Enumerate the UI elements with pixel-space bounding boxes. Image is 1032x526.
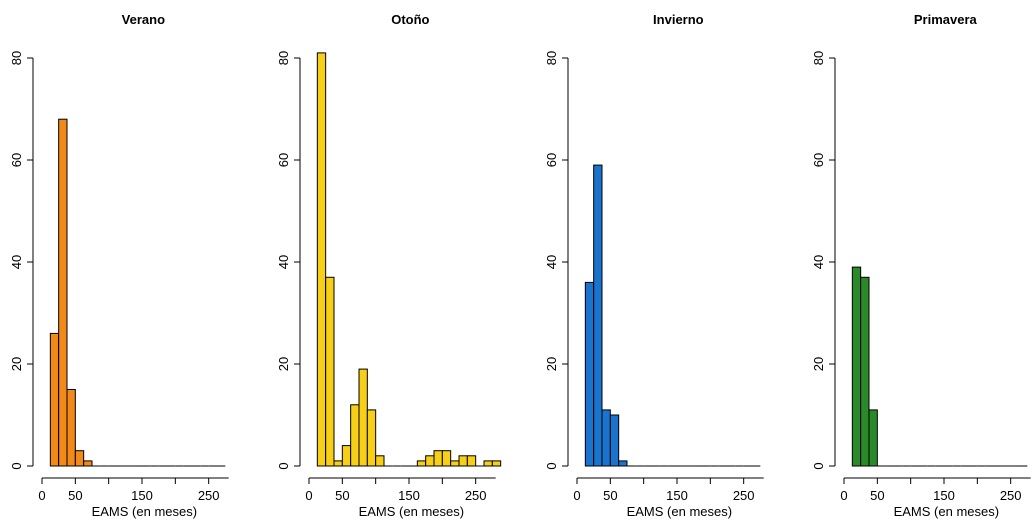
histogram-bar [316, 52, 327, 467]
y-tick-label: 0 [276, 462, 291, 469]
x-tick-label: 250 [733, 488, 755, 503]
histogram-bar [851, 266, 862, 467]
histogram-bar [358, 368, 368, 467]
histogram-bar [425, 455, 435, 467]
x-tick-label: 50 [335, 488, 349, 503]
histogram-bar [416, 460, 427, 467]
histogram-bar [609, 414, 620, 467]
x-tick-label: 150 [398, 488, 420, 503]
panel-title: Primavera [914, 12, 978, 27]
histogram-bar [483, 460, 493, 467]
x-tick-label: 50 [603, 488, 617, 503]
y-tick-label: 40 [811, 255, 826, 269]
panel-title: Otoño [391, 12, 429, 27]
y-tick-label: 20 [544, 357, 559, 371]
y-tick-label: 0 [9, 462, 24, 469]
y-tick-label: 80 [9, 51, 24, 65]
x-axis-label: EAMS (en meses) [359, 504, 464, 519]
histogram-bar [375, 455, 385, 467]
x-tick-label: 50 [68, 488, 82, 503]
histogram-bar [341, 445, 352, 467]
y-tick-label: 40 [544, 255, 559, 269]
histogram-bar [66, 389, 76, 467]
y-tick-label: 20 [276, 357, 291, 371]
x-tick-label: 0 [840, 488, 847, 503]
y-tick-label: 80 [544, 51, 559, 65]
histogram-bar [58, 118, 68, 467]
y-tick-label: 60 [811, 153, 826, 167]
histogram-bar [466, 455, 477, 467]
y-tick-label: 80 [811, 51, 826, 65]
y-tick-label: 20 [9, 357, 24, 371]
histogram-bar [458, 455, 468, 467]
histogram-bar [584, 281, 595, 467]
x-tick-label: 150 [131, 488, 153, 503]
y-tick-label: 40 [276, 255, 291, 269]
y-tick-label: 0 [811, 462, 826, 469]
y-tick-label: 0 [544, 462, 559, 469]
x-axis-label: EAMS (en meses) [627, 504, 732, 519]
histogram-bar [433, 450, 443, 467]
histogram-bar [441, 450, 452, 467]
panel-otono: Otoño EAMS (en meses) 0 50 150 250 0 20 40 60 80 [276, 12, 502, 519]
panel-invierno: Invierno EAMS (en meses) 0 50 150 250 0 20 40 6… [544, 12, 764, 519]
y-tick-label: 60 [276, 153, 291, 167]
histogram-bar [618, 460, 628, 467]
histogram-bar [450, 460, 460, 467]
x-tick-label: 0 [305, 488, 312, 503]
panel-title: Verano [122, 12, 165, 27]
x-tick-label: 250 [465, 488, 487, 503]
histogram-bar [325, 276, 335, 467]
histogram-bar [601, 409, 611, 467]
x-tick-label: 0 [573, 488, 580, 503]
y-tick-label: 60 [9, 153, 24, 167]
histogram-bar [593, 164, 603, 467]
panel-verano: Verano EAMS (en meses) 0 50 150 250 0 20 40 60 8… [9, 12, 229, 519]
y-tick-label: 40 [9, 255, 24, 269]
x-tick-label: 150 [666, 488, 688, 503]
histogram-bar [491, 460, 502, 467]
x-tick-label: 150 [933, 488, 955, 503]
panel-primavera: Primavera EAMS (en meses) 0 50 150 250 0 20 40… [811, 12, 1031, 519]
histogram-bar [74, 450, 85, 467]
histogram-bar [83, 460, 93, 467]
x-tick-label: 250 [1000, 488, 1022, 503]
y-tick-label: 20 [811, 357, 826, 371]
histogram-bar [333, 460, 343, 467]
y-tick-label: 60 [544, 153, 559, 167]
histogram-bar [49, 332, 60, 467]
histogram-bar [868, 409, 878, 467]
x-tick-label: 50 [870, 488, 884, 503]
x-axis-label: EAMS (en meses) [894, 504, 999, 519]
x-axis-label: EAMS (en meses) [92, 504, 197, 519]
y-tick-label: 80 [276, 51, 291, 65]
histogram-bar [366, 409, 377, 467]
panel-title: Invierno [653, 12, 704, 27]
histogram-bar [350, 404, 360, 467]
histogram-bar [860, 276, 870, 467]
x-tick-label: 250 [198, 488, 220, 503]
x-tick-label: 0 [38, 488, 45, 503]
